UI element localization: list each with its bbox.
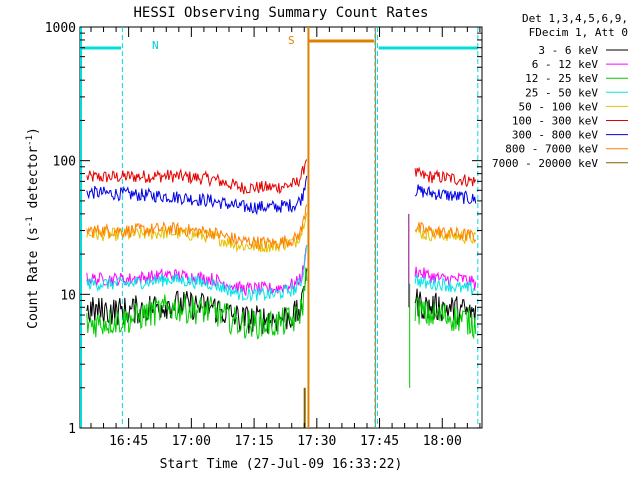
night-marker-label: N xyxy=(152,39,159,52)
legend-label: 3 - 6 keV xyxy=(538,44,598,57)
y-axis-label: Count Rate (s-1 detector-1) xyxy=(25,127,41,329)
x-axis: 16:45 17:00 17:15 17:30 17:45 18:00 xyxy=(90,27,481,449)
series-300-800-kev-seg-1 xyxy=(86,175,308,216)
x-tick-label: 17:00 xyxy=(172,434,211,449)
series-100-300-kev-seg-1 xyxy=(86,159,308,195)
legend-label: 50 - 100 keV xyxy=(519,100,599,113)
legend-label: 25 - 50 keV xyxy=(525,86,598,99)
legend-label: 12 - 25 keV xyxy=(525,72,598,85)
y-tick-label: 100 xyxy=(53,155,76,170)
chart-title: HESSI Observing Summary Count Rates xyxy=(133,5,428,21)
legend-label: 100 - 300 keV xyxy=(512,115,598,128)
y-axis-label-sup1: -1 xyxy=(25,216,35,227)
x-axis-label: Start Time (27-Jul-09 16:33:22) xyxy=(160,457,403,472)
x-tick-label: 17:15 xyxy=(235,434,274,449)
y-axis-label-main: Count Rate (s xyxy=(26,227,41,329)
y-axis-label-sup2: -1 xyxy=(25,135,35,146)
series-12-25-kev-seg-2 xyxy=(414,296,477,340)
series-25-50-kev-seg-1 xyxy=(86,244,308,303)
legend-header-line-2: FDecim 1, Att 0 xyxy=(529,26,628,39)
x-tick-label: 17:30 xyxy=(297,434,336,449)
series-6-12-kev-seg-1 xyxy=(86,245,308,297)
y-tick-label: 1 xyxy=(68,422,76,437)
plot-area xyxy=(80,27,479,428)
legend-header-line-1: Det 1,3,4,5,6,9, xyxy=(522,12,628,25)
series-6-12-kev-seg-2 xyxy=(414,266,477,290)
legend-label: 800 - 7000 keV xyxy=(505,143,598,156)
series-800-7000-kev-seg-1 xyxy=(86,204,308,250)
legend-label: 7000 - 20000 keV xyxy=(492,157,598,170)
series-800-7000-kev-seg-2 xyxy=(414,221,477,244)
x-tick-label: 16:45 xyxy=(109,434,148,449)
y-axis-label-mid: detector xyxy=(26,146,41,217)
series-layer xyxy=(86,159,477,428)
x-tick-label: 18:00 xyxy=(423,434,462,449)
series-12-25-kev-seg-1 xyxy=(86,267,308,341)
series-25-50-kev-seg-2 xyxy=(414,274,476,297)
legend-label: 6 - 12 keV xyxy=(532,58,599,71)
y-axis: 1 10 100 1000 xyxy=(45,21,482,437)
y-axis-label-end: ) xyxy=(26,127,41,135)
series-100-300-kev-seg-2 xyxy=(414,166,477,188)
series-300-800-kev-seg-2 xyxy=(414,184,477,205)
y-tick-label: 1000 xyxy=(45,21,76,36)
y-tick-label: 10 xyxy=(60,288,76,303)
saa-marker-label: S xyxy=(288,34,295,47)
x-tick-label: 17:45 xyxy=(360,434,399,449)
legend-label: 300 - 800 keV xyxy=(512,129,598,142)
